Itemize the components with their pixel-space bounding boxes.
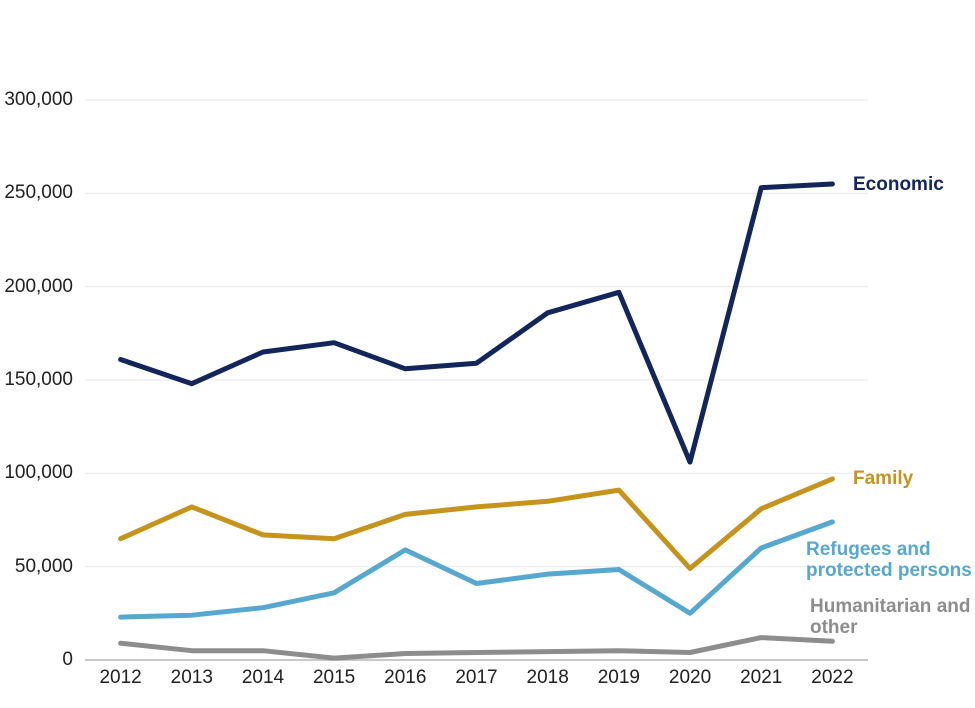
y-tick-label: 250,000 — [4, 182, 73, 204]
y-tick-label: 100,000 — [4, 462, 73, 484]
x-tick-label: 2014 — [241, 667, 285, 688]
y-tick-label: 50,000 — [14, 555, 73, 577]
x-tick-label: 2020 — [668, 667, 712, 688]
x-tick-label: 2019 — [597, 667, 640, 688]
x-tick-label: 2022 — [811, 667, 854, 688]
x-tick-label: 2012 — [99, 667, 142, 688]
x-tick-label: 2016 — [384, 667, 427, 688]
series-label-family: Family — [853, 468, 914, 489]
x-tick-label: 2018 — [526, 667, 569, 688]
y-tick-label: 0 — [62, 649, 73, 670]
series-line-humanitarian — [118, 635, 835, 661]
y-tick-label: 150,000 — [4, 369, 73, 390]
series-label-humanitarian: Humanitarian and other — [810, 596, 971, 638]
x-tick-label: 2021 — [740, 667, 783, 688]
x-tick-label: 2013 — [170, 667, 213, 688]
series-line-economic — [118, 181, 835, 465]
series-label-economic: Economic — [853, 174, 944, 195]
y-tick-label: 300,000 — [4, 89, 73, 110]
x-tick-label: 2015 — [312, 667, 356, 688]
series-line-refugees — [118, 519, 835, 620]
series-line-family — [118, 476, 835, 571]
x-tick-label: 2017 — [455, 667, 498, 688]
series-label-refugees: Refugees and protected persons — [806, 539, 972, 581]
y-tick-label: 200,000 — [4, 275, 73, 297]
